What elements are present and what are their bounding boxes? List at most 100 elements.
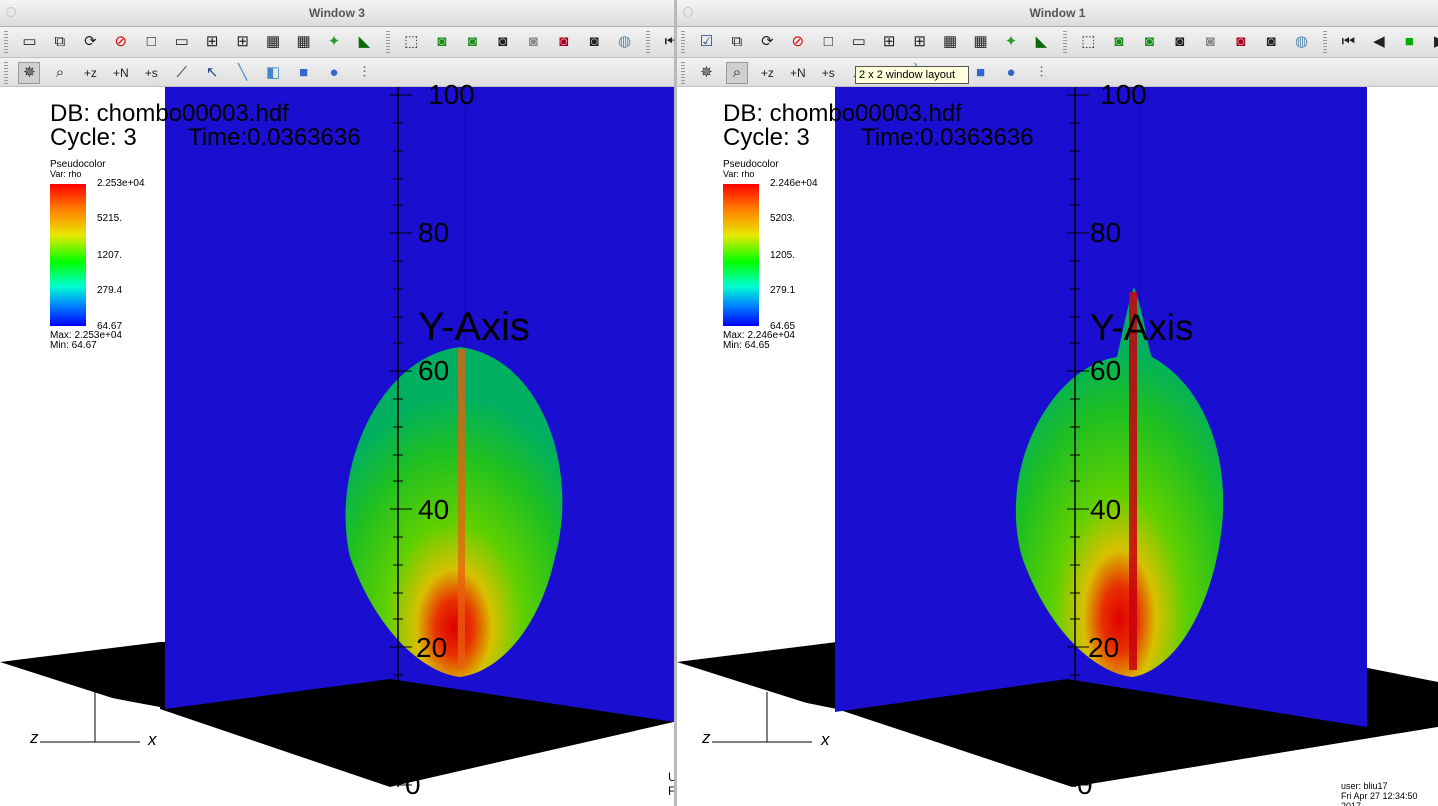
box-tool-icon[interactable]: ◧ — [265, 64, 281, 81]
plane-tool-icon[interactable]: ╲ — [238, 64, 248, 81]
layout-1x2-icon[interactable]: ▭ — [851, 33, 866, 50]
legend-plot-name: Pseudocolor — [723, 159, 779, 170]
box-icon[interactable]: ⬚ — [1081, 33, 1096, 50]
axis-tool-icon[interactable]: ⫶ — [1039, 64, 1044, 81]
toolbar-grip[interactable] — [385, 31, 390, 53]
camera-gray-icon[interactable]: ◙ — [1205, 33, 1215, 50]
copy-window-icon[interactable]: ⧉ — [54, 33, 66, 50]
y-tick-label: 40 — [418, 494, 450, 525]
camera-green2-icon[interactable]: ◙ — [1144, 33, 1154, 50]
layout-2x2-icon[interactable]: ⊞ — [205, 33, 219, 50]
window-close-dot[interactable] — [6, 7, 16, 17]
sphere-tool-icon[interactable]: ■ — [299, 64, 309, 81]
spreadsheet-pick-icon[interactable]: +s — [144, 66, 158, 80]
point-tool-icon[interactable]: ● — [329, 64, 339, 81]
new-window-icon[interactable]: ▭ — [22, 33, 37, 50]
render-canvas[interactable] — [677, 87, 1438, 806]
camera-gray-icon[interactable]: ◙ — [528, 33, 538, 50]
toolbar-grip[interactable] — [645, 31, 650, 53]
toolbar-grip[interactable] — [1322, 31, 1327, 53]
navigate-icon[interactable]: ✵ — [700, 64, 713, 81]
layout-1x1-icon[interactable]: □ — [146, 33, 156, 50]
node-pick-icon[interactable]: +N — [112, 66, 129, 80]
reverse-icon[interactable]: ⏮ — [1341, 33, 1356, 50]
layout-1x2-icon[interactable]: ▭ — [174, 33, 189, 50]
camera-remove-icon[interactable]: ◙ — [1236, 33, 1246, 50]
legend-tick: 2.253e+04 — [97, 178, 145, 189]
lock-time-icon[interactable]: ◣ — [358, 33, 371, 50]
sphere-tool-icon[interactable]: ■ — [976, 64, 986, 81]
main-toolbar: ▭ ⧉ ⟳ ⊘ □ ▭ ⊞ ⊞ ▦ ▦ ✦ ◣ ⬚ ◙ ◙ ◙ ◙ ◙ ◙ ◍ … — [0, 27, 674, 58]
layout-2x3-icon[interactable]: ⊞ — [913, 33, 926, 50]
ground-mask — [0, 662, 674, 806]
y-tick-label: 0 — [405, 769, 421, 800]
toolbar-grip[interactable] — [1062, 31, 1067, 53]
layout-3x3-icon[interactable]: ▦ — [296, 33, 311, 50]
clear-window-icon[interactable]: ⟳ — [84, 33, 97, 50]
stop-icon[interactable]: ■ — [1404, 33, 1414, 50]
active-window-icon[interactable]: ☑ — [699, 33, 714, 50]
zone-pick-icon[interactable]: +z — [760, 66, 774, 80]
layout-3x3-icon[interactable]: ▦ — [973, 33, 988, 50]
toolbar-grip[interactable] — [681, 31, 685, 53]
lock-view-icon[interactable]: ✦ — [1004, 33, 1018, 50]
toolbar-grip[interactable] — [4, 31, 8, 53]
delete-window-icon[interactable]: ⊘ — [114, 33, 128, 50]
camera-save-icon[interactable]: ◙ — [498, 33, 508, 50]
legend-var-name: Var: rho — [723, 169, 755, 179]
play-icon[interactable]: ▶ — [1429, 31, 1438, 53]
lock-view-icon[interactable]: ✦ — [327, 33, 341, 50]
toolbar-grip[interactable] — [4, 62, 8, 84]
axis-triad — [40, 692, 140, 743]
line-icon[interactable]: ↖ — [205, 64, 219, 81]
delete-window-icon[interactable]: ⊘ — [791, 33, 805, 50]
window-title-bar[interactable]: Window 1 — [677, 0, 1438, 27]
layout-2x3-icon[interactable]: ⊞ — [236, 33, 249, 50]
camera-green2-icon[interactable]: ◙ — [467, 33, 477, 50]
globe-icon[interactable]: ◍ — [1294, 33, 1309, 50]
zoom-icon[interactable]: ⌕ — [55, 64, 65, 81]
layout-2x4-icon[interactable]: ▦ — [942, 33, 958, 50]
window-title-bar[interactable]: Window 3 — [0, 0, 674, 27]
camera-save-icon[interactable]: ◙ — [1175, 33, 1185, 50]
clear-window-icon[interactable]: ⟳ — [761, 33, 774, 50]
y-tick-label: 80 — [1090, 217, 1122, 248]
camera-x-icon[interactable]: ◙ — [589, 33, 599, 50]
legend-min: Min: 64.67 — [50, 340, 97, 351]
navigate-icon[interactable]: ✵ — [18, 62, 41, 84]
y-tick-label: 100 — [1100, 79, 1147, 110]
box-icon[interactable]: ⬚ — [404, 33, 419, 50]
camera-green-icon[interactable]: ◙ — [1114, 33, 1124, 50]
camera-x-icon[interactable]: ◙ — [1266, 33, 1276, 50]
clipped-date-text: F — [668, 784, 674, 798]
lineout-icon[interactable]: ⟋ — [176, 64, 187, 81]
point-tool-icon[interactable]: ● — [1006, 64, 1016, 81]
globe-icon[interactable]: ◍ — [617, 33, 632, 50]
y-axis-ticks — [1067, 94, 1089, 786]
zone-pick-icon[interactable]: +z — [83, 66, 97, 80]
window-close-dot[interactable] — [683, 7, 693, 17]
spreadsheet-pick-icon[interactable]: +s — [821, 66, 835, 80]
zoom-icon[interactable]: ⌕ — [725, 62, 748, 84]
layout-2x2-icon[interactable]: ⊞ — [882, 33, 896, 50]
toolbar-grip[interactable] — [681, 62, 685, 84]
viewport[interactable]: DB: chombo00003.hdf Cycle: 3 Time:0.0363… — [0, 79, 674, 806]
layout-1x1-icon[interactable]: □ — [823, 33, 833, 50]
triad-x-label: x — [148, 730, 157, 749]
axis-tool-icon[interactable]: ⫶ — [362, 64, 367, 81]
reverse-icon[interactable]: ⏮ — [660, 31, 674, 53]
copy-window-icon[interactable]: ⧉ — [731, 33, 743, 50]
legend-tick: 64.67 — [97, 321, 123, 332]
database-label: DB: chombo00003.hdf — [723, 100, 962, 127]
cycle-label: Cycle: 3 — [50, 124, 137, 151]
window-separator — [674, 0, 677, 806]
viewport[interactable]: DB: chombo00003.hdf Cycle: 3 Time:0.0363… — [677, 79, 1438, 806]
layout-2x4-icon[interactable]: ▦ — [265, 33, 281, 50]
camera-green-icon[interactable]: ◙ — [437, 33, 447, 50]
render-canvas[interactable] — [0, 87, 674, 806]
lock-time-icon[interactable]: ◣ — [1035, 33, 1048, 50]
legend-plot-name: Pseudocolor — [50, 159, 106, 170]
camera-remove-icon[interactable]: ◙ — [559, 33, 569, 50]
step-back-icon[interactable]: ◀ — [1373, 33, 1385, 50]
node-pick-icon[interactable]: +N — [789, 66, 806, 80]
